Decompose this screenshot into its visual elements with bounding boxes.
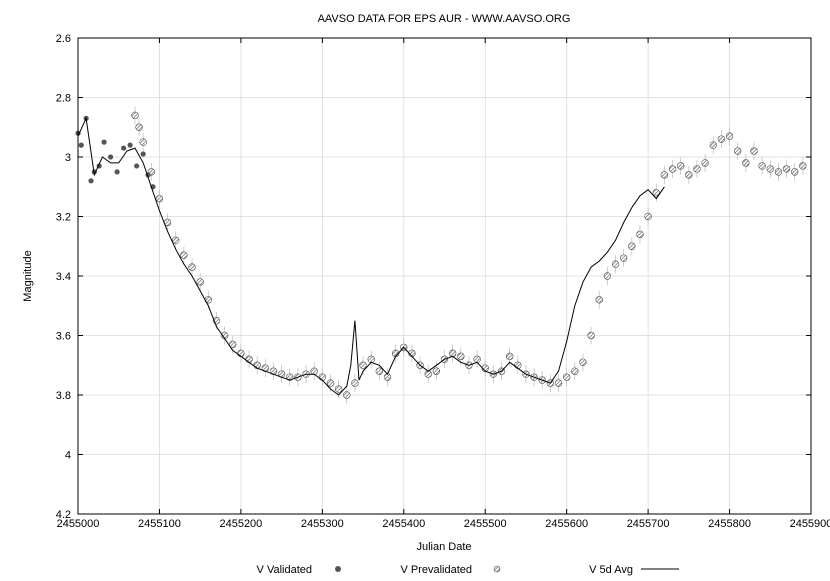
y-axis-label: Magnitude bbox=[22, 250, 34, 301]
y-tick-label: 3.6 bbox=[56, 331, 71, 343]
point-v-prevalidated bbox=[554, 379, 563, 387]
point-v-prevalidated bbox=[135, 123, 143, 131]
point-v-validated bbox=[101, 139, 107, 145]
legend: V Validated V Prevalidated V 5d Avg bbox=[257, 564, 679, 576]
point-v-validated bbox=[88, 178, 94, 184]
legend-label-v-prevalidated: V Prevalidated bbox=[400, 564, 472, 576]
point-v-prevalidated bbox=[652, 189, 660, 197]
x-axis: 2455000 2455100 2455200 2455300 2455400 24555… bbox=[57, 38, 830, 530]
point-v-prevalidated bbox=[628, 242, 636, 250]
point-v-prevalidated bbox=[343, 391, 351, 399]
point-v-prevalidated bbox=[196, 278, 204, 286]
point-v-prevalidated bbox=[432, 367, 441, 375]
point-v-validated bbox=[121, 145, 127, 151]
x-tick-label: 2455500 bbox=[464, 518, 507, 530]
x-tick-label: 2455200 bbox=[219, 518, 262, 530]
point-v-prevalidated bbox=[326, 379, 335, 387]
point-v-prevalidated bbox=[505, 352, 514, 361]
point-v-prevalidated bbox=[180, 251, 188, 259]
point-v-prevalidated bbox=[717, 135, 726, 143]
x-tick-label: 2455600 bbox=[545, 518, 588, 530]
point-v-prevalidated bbox=[587, 331, 595, 340]
point-v-prevalidated bbox=[693, 165, 701, 173]
point-v-prevalidated bbox=[188, 263, 196, 271]
point-v-prevalidated bbox=[310, 367, 318, 375]
y-axis: 2.6 2.8 3 3.2 3.4 3.6 3.8 4 4.2 bbox=[56, 33, 811, 521]
grid bbox=[78, 38, 811, 514]
point-v-validated bbox=[127, 142, 133, 148]
y-tick-label: 4 bbox=[65, 450, 71, 462]
error-bars bbox=[134, 106, 804, 404]
point-v-prevalidated bbox=[579, 358, 587, 366]
point-v-prevalidated bbox=[351, 379, 359, 387]
point-v-prevalidated bbox=[660, 171, 669, 179]
point-v-prevalidated bbox=[375, 367, 384, 375]
series-v-5d-avg bbox=[77, 116, 665, 396]
line-v-5d-avg bbox=[77, 116, 665, 396]
point-v-prevalidated bbox=[473, 355, 481, 363]
legend-marker-v-prevalidated bbox=[493, 565, 501, 573]
point-v-prevalidated bbox=[668, 165, 677, 173]
y-tick-label: 4.2 bbox=[56, 509, 71, 521]
point-v-prevalidated bbox=[367, 355, 375, 363]
point-v-prevalidated bbox=[359, 361, 367, 369]
y-tick-label: 3 bbox=[65, 152, 71, 164]
point-v-validated bbox=[78, 142, 84, 148]
point-v-prevalidated bbox=[457, 352, 465, 361]
point-v-prevalidated bbox=[774, 168, 783, 176]
point-v-prevalidated bbox=[709, 141, 717, 149]
point-v-prevalidated bbox=[799, 162, 807, 170]
point-v-prevalidated bbox=[334, 385, 343, 393]
point-v-prevalidated bbox=[644, 212, 652, 221]
point-v-prevalidated bbox=[791, 168, 799, 176]
point-v-prevalidated bbox=[448, 349, 457, 358]
x-tick-label: 2455700 bbox=[627, 518, 670, 530]
chart-title: AAVSO DATA FOR EPS AUR - WWW.AAVSO.ORG bbox=[318, 13, 571, 25]
point-v-prevalidated bbox=[676, 162, 685, 170]
point-v-prevalidated bbox=[619, 254, 628, 262]
point-v-prevalidated bbox=[733, 147, 742, 155]
x-axis-label: Julian Date bbox=[416, 541, 471, 553]
legend-label-v-5d-avg: V 5d Avg bbox=[589, 564, 633, 576]
y-tick-label: 2.6 bbox=[56, 33, 71, 45]
point-v-prevalidated bbox=[611, 260, 620, 268]
x-tick-label: 2455900 bbox=[790, 518, 830, 530]
point-v-prevalidated bbox=[172, 236, 180, 245]
legend-label-v-validated: V Validated bbox=[257, 564, 312, 576]
point-v-validated bbox=[114, 169, 120, 175]
point-v-validated bbox=[134, 163, 140, 169]
x-tick-label: 2455100 bbox=[138, 518, 181, 530]
point-v-prevalidated bbox=[245, 355, 253, 363]
y-tick-label: 2.8 bbox=[56, 93, 71, 105]
point-v-validated bbox=[140, 151, 146, 157]
point-v-prevalidated bbox=[571, 367, 579, 375]
point-v-prevalidated bbox=[701, 159, 709, 167]
point-v-prevalidated bbox=[229, 340, 237, 349]
point-v-prevalidated bbox=[131, 111, 139, 120]
x-tick-label: 2455000 bbox=[57, 518, 100, 530]
y-tick-label: 3.2 bbox=[56, 212, 71, 224]
point-v-prevalidated bbox=[155, 194, 164, 203]
point-v-prevalidated bbox=[139, 138, 147, 146]
point-v-prevalidated bbox=[782, 165, 791, 173]
point-v-prevalidated bbox=[750, 147, 758, 155]
x-tick-label: 2455300 bbox=[301, 518, 344, 530]
point-v-prevalidated bbox=[595, 296, 603, 304]
point-v-prevalidated bbox=[685, 171, 693, 179]
point-v-prevalidated bbox=[758, 162, 766, 170]
x-tick-label: 2455400 bbox=[382, 518, 425, 530]
y-tick-label: 3.4 bbox=[56, 271, 71, 283]
point-v-prevalidated bbox=[766, 165, 774, 173]
y-tick-label: 3.8 bbox=[56, 390, 71, 402]
point-v-prevalidated bbox=[636, 230, 644, 239]
point-v-prevalidated bbox=[742, 159, 750, 167]
x-tick-label: 2455800 bbox=[708, 518, 751, 530]
point-v-prevalidated bbox=[562, 373, 571, 381]
legend-marker-v-validated bbox=[335, 566, 341, 572]
point-v-prevalidated bbox=[725, 132, 734, 140]
point-v-validated bbox=[107, 154, 114, 160]
point-v-prevalidated bbox=[603, 272, 612, 280]
